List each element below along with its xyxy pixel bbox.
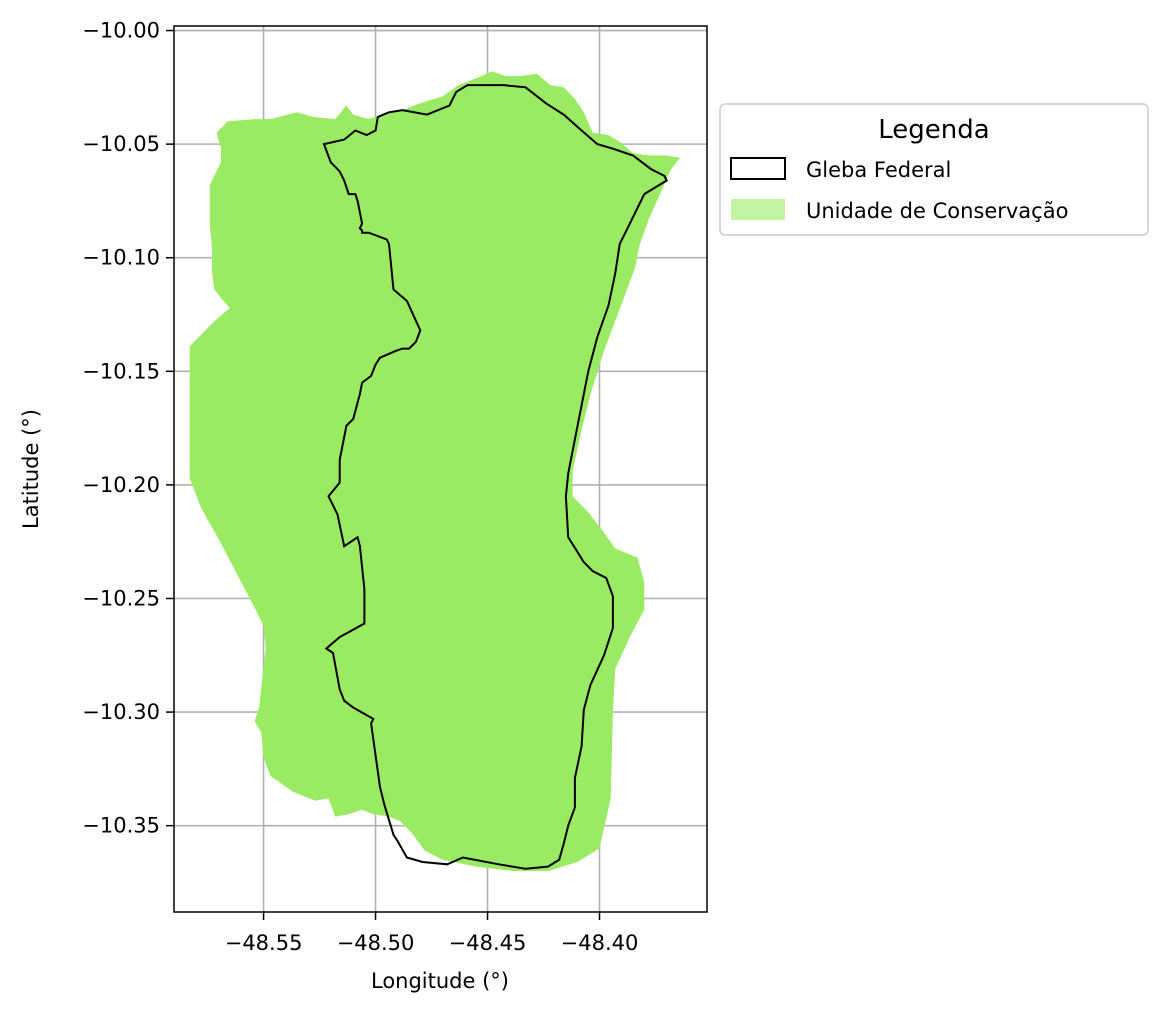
legend-label-gleba-federal: Gleba Federal [806, 158, 951, 182]
y-tick-label-3: −10.15 [82, 359, 160, 383]
plot-area [173, 25, 708, 913]
gleba-federal-polygon [322, 84, 669, 870]
y-tick-label-2: −10.10 [82, 246, 160, 270]
y-axis-label: Latitude (°) [19, 409, 43, 529]
x-tick-label-1: −48.50 [337, 931, 415, 955]
x-tick-label-2: −48.45 [449, 931, 527, 955]
legend-swatch-gleba-federal [730, 157, 786, 180]
y-axis-ticks: −10.00 −10.05 −10.10 −10.15 −10.20 −10.25 −10.… [82, 19, 174, 838]
legend: Legenda Gleba Federal Unidade de Conserv… [719, 103, 1149, 236]
legend-frame [719, 103, 1149, 236]
legend-swatch-unidade-de-conservacao [731, 199, 785, 220]
y-tick-label-5: −10.25 [82, 586, 160, 610]
y-tick-label-0: −10.00 [82, 19, 160, 43]
plot-frame [173, 25, 708, 913]
x-axis-ticks: −48.55 −48.50 −48.45 −48.40 [225, 912, 639, 955]
x-tick-label-3: −48.40 [561, 931, 639, 955]
y-tick-label-4: −10.20 [82, 473, 160, 497]
y-tick-label-1: −10.05 [82, 132, 160, 156]
y-tick-label-6: −10.30 [82, 700, 160, 724]
conservation-unit-polygon [189, 71, 681, 872]
legend-title: Legenda [878, 115, 989, 145]
legend-label-unidade-de-conservacao: Unidade de Conservação [806, 199, 1068, 223]
y-tick-label-7: −10.35 [82, 814, 160, 838]
x-axis-label: Longitude (°) [371, 969, 509, 993]
x-tick-label-0: −48.55 [225, 931, 303, 955]
